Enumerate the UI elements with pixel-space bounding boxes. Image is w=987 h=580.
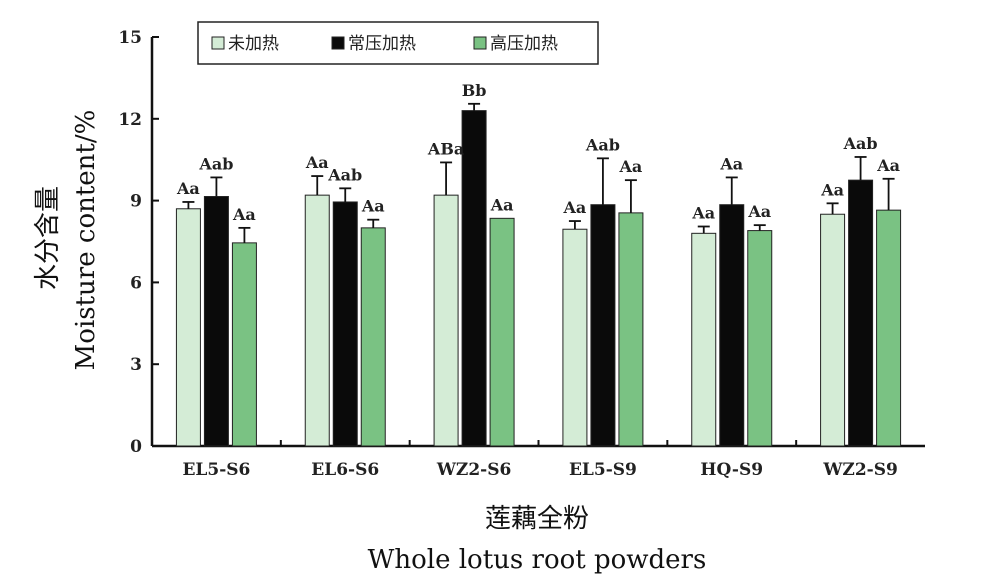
- y-tick-label: 9: [130, 192, 142, 212]
- significance-label: Aab: [843, 134, 878, 153]
- bar: [461, 110, 487, 447]
- significance-label: Aab: [198, 154, 233, 173]
- bar: [590, 204, 616, 447]
- x-axis-title-en: Whole lotus root powders: [368, 545, 707, 575]
- significance-label: ABa: [427, 139, 464, 158]
- bar: [203, 196, 229, 447]
- y-tick-label: 3: [130, 355, 142, 375]
- significance-label: Aa: [361, 197, 385, 216]
- bar: [719, 204, 745, 447]
- x-category-label: EL5-S9: [569, 460, 637, 480]
- legend-label-high-pressure: 高压加热: [490, 34, 558, 54]
- significance-label: Aab: [327, 165, 362, 184]
- significance-label: Aa: [747, 202, 771, 221]
- significance-label: Aa: [232, 205, 256, 224]
- significance-label: Aa: [719, 154, 743, 173]
- significance-label: Aa: [176, 179, 200, 198]
- bar: [231, 242, 257, 447]
- significance-label: Aa: [305, 153, 329, 172]
- y-axis-title-cn: 水分含量: [33, 186, 63, 290]
- bar: [489, 217, 515, 447]
- bar: [360, 227, 386, 447]
- labels: EL5-S6AaAabAaEL6-S6AaAabAaWZ2-S6ABaBbAaE…: [176, 81, 900, 480]
- x-category-label: WZ2-S9: [822, 460, 898, 480]
- significance-label: Aa: [691, 204, 715, 223]
- bar: [876, 209, 902, 447]
- legend-swatch-unheated: [211, 36, 225, 50]
- x-axis-title-cn: 莲藕全粉: [485, 504, 589, 534]
- bar: [433, 194, 459, 447]
- significance-label: Bb: [462, 81, 487, 100]
- legend-frame: [197, 21, 599, 65]
- significance-label: Aa: [490, 195, 514, 214]
- y-tick-label: 6: [130, 273, 142, 293]
- bar: [175, 208, 201, 447]
- y-tick-label: 0: [130, 437, 142, 457]
- legend-swatch-atmospheric: [331, 36, 345, 50]
- x-category-label: WZ2-S6: [436, 460, 512, 480]
- legend: 未加热 常压加热 高压加热: [197, 21, 599, 65]
- y-axis-title-en: Moisture content/%: [71, 110, 101, 371]
- bar: [618, 212, 644, 447]
- bar: [820, 213, 846, 447]
- x-category-label: HQ-S9: [700, 460, 763, 480]
- significance-label: Aa: [876, 156, 900, 175]
- x-category-label: EL5-S6: [182, 460, 250, 480]
- significance-label: Aab: [585, 135, 620, 154]
- significance-label: Aa: [619, 157, 643, 176]
- legend-swatch-high-pressure: [473, 36, 487, 50]
- bar: [304, 194, 330, 447]
- significance-label: Aa: [820, 180, 844, 199]
- bar: [747, 230, 773, 447]
- y-tick-label: 12: [118, 110, 142, 130]
- y-tick-label: 15: [118, 28, 142, 48]
- legend-label-unheated: 未加热: [228, 34, 279, 54]
- significance-label: Aa: [563, 198, 587, 217]
- legend-label-atmospheric: 常压加热: [348, 34, 416, 54]
- bar: [848, 179, 874, 447]
- axes: 0 3 6 9 12 15: [118, 28, 925, 457]
- bar: [691, 232, 717, 447]
- x-category-label: EL6-S6: [311, 460, 379, 480]
- bar: [562, 228, 588, 447]
- bars: [175, 102, 902, 447]
- bar: [332, 201, 358, 447]
